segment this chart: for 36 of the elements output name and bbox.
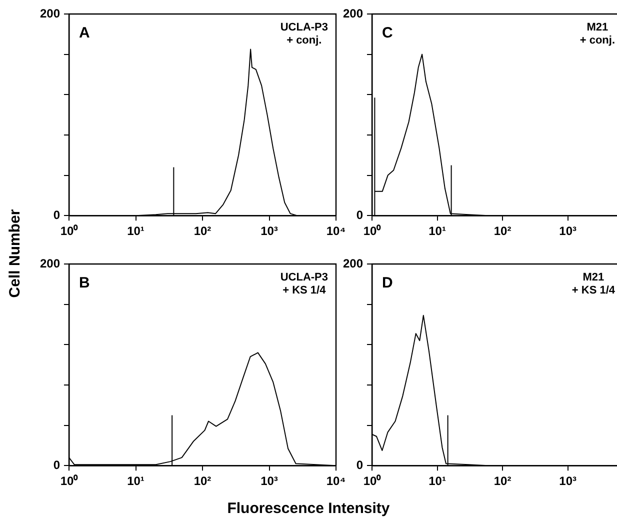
x-tick-label: 10⁴: [326, 474, 346, 488]
x-tick-label: 10⁰: [363, 224, 382, 238]
annotation: M21 + KS 1/4: [572, 272, 616, 297]
annotation: UCLA-P3 + conj.: [280, 22, 328, 47]
x-tick-label: 10²: [194, 474, 212, 488]
x-tick-label: 10²: [194, 224, 212, 238]
x-tick-label: 10⁰: [363, 474, 382, 488]
x-tick-label: 10¹: [428, 474, 446, 488]
annotation: M21 + conj.: [580, 22, 616, 47]
y-tick-label: 0: [53, 458, 60, 472]
x-tick-label: 10³: [260, 224, 278, 238]
x-tick-label: 10⁴: [326, 224, 346, 238]
annotation: B: [79, 274, 90, 292]
x-tick-label: 10⁰: [60, 474, 79, 488]
y-tick-label: 0: [356, 458, 364, 472]
y-tick-label: 200: [342, 6, 364, 20]
y-tick-label: 0: [356, 208, 364, 222]
annotation: A: [79, 24, 90, 42]
annotation: D: [382, 274, 393, 292]
y-tick-label: 0: [53, 208, 60, 222]
annotation: C: [382, 24, 393, 42]
y-tick-label: 200: [40, 256, 60, 270]
x-axis-title: Fluorescence Intensity: [226, 500, 391, 517]
y-axis-title: Cell Number: [6, 208, 24, 300]
y-tick-label: 200: [40, 6, 60, 20]
x-tick-label: 10³: [260, 474, 278, 488]
x-tick-label: 10²: [494, 474, 512, 488]
y-tick-label: 200: [342, 256, 364, 270]
x-tick-label: 10⁰: [60, 224, 79, 238]
annotation: UCLA-P3 + KS 1/4: [280, 272, 328, 297]
x-tick-label: 10¹: [127, 224, 144, 238]
x-tick-label: 10¹: [127, 474, 144, 488]
x-tick-label: 10³: [559, 224, 577, 238]
x-tick-label: 10³: [559, 474, 577, 488]
x-tick-label: 10¹: [428, 224, 446, 238]
x-tick-label: 10²: [494, 224, 512, 238]
